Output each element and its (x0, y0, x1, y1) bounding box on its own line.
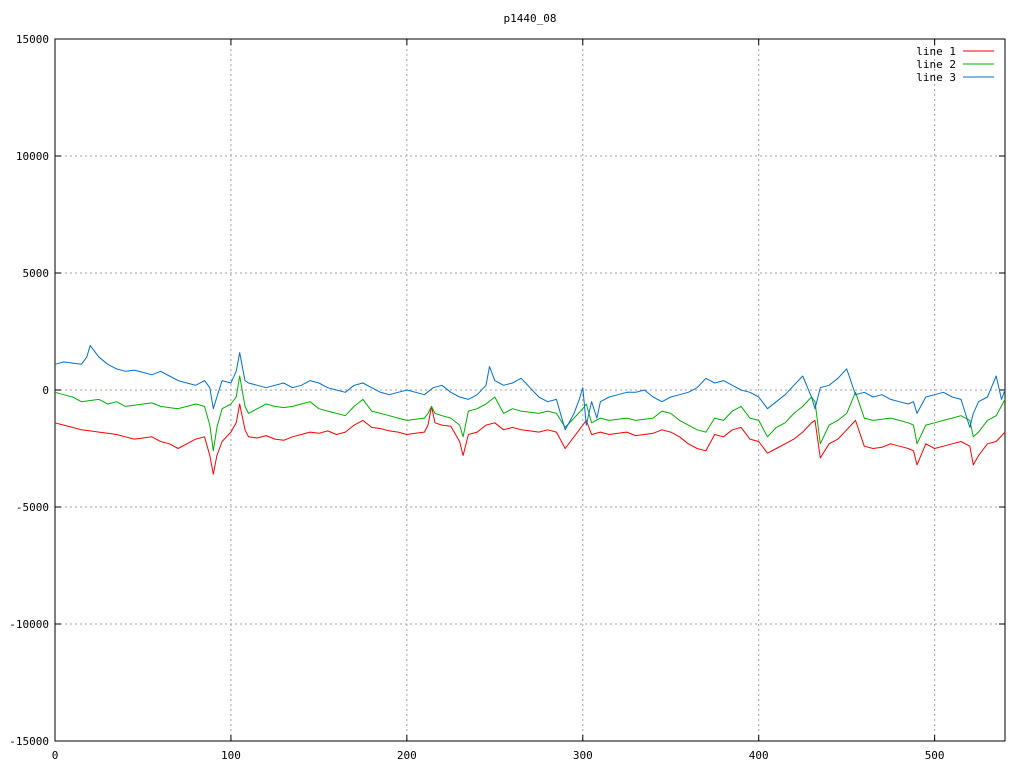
x-tick-label: 200 (397, 749, 417, 762)
legend-label-1: line 1 (916, 45, 956, 58)
series-line-1 (54, 403, 1006, 475)
x-tick-label: 100 (221, 749, 241, 762)
y-tick-label: -5000 (16, 501, 49, 514)
y-tick-label: 10000 (16, 150, 49, 163)
chart-title: p1440_08 (504, 12, 557, 25)
y-tick-label: -15000 (9, 735, 49, 748)
x-tick-label: 500 (925, 749, 945, 762)
series-lines (54, 345, 1006, 475)
grid-lines (55, 39, 1005, 741)
series-line-3 (54, 345, 1006, 431)
series-line-2 (54, 375, 1006, 452)
axis-ticks: 0 100 200 300 400 500 -15000 -10000 -5000 0 5000 10… (9, 33, 1005, 762)
legend-label-2: line 2 (916, 58, 956, 71)
x-tick-label: 0 (52, 749, 59, 762)
legend-label-3: line 3 (916, 71, 956, 84)
y-tick-label: 5000 (23, 267, 50, 280)
y-tick-label: -10000 (9, 618, 49, 631)
x-tick-label: 300 (573, 749, 593, 762)
y-tick-label: 15000 (16, 33, 49, 46)
x-tick-label: 400 (749, 749, 769, 762)
y-tick-label: 0 (42, 384, 49, 397)
